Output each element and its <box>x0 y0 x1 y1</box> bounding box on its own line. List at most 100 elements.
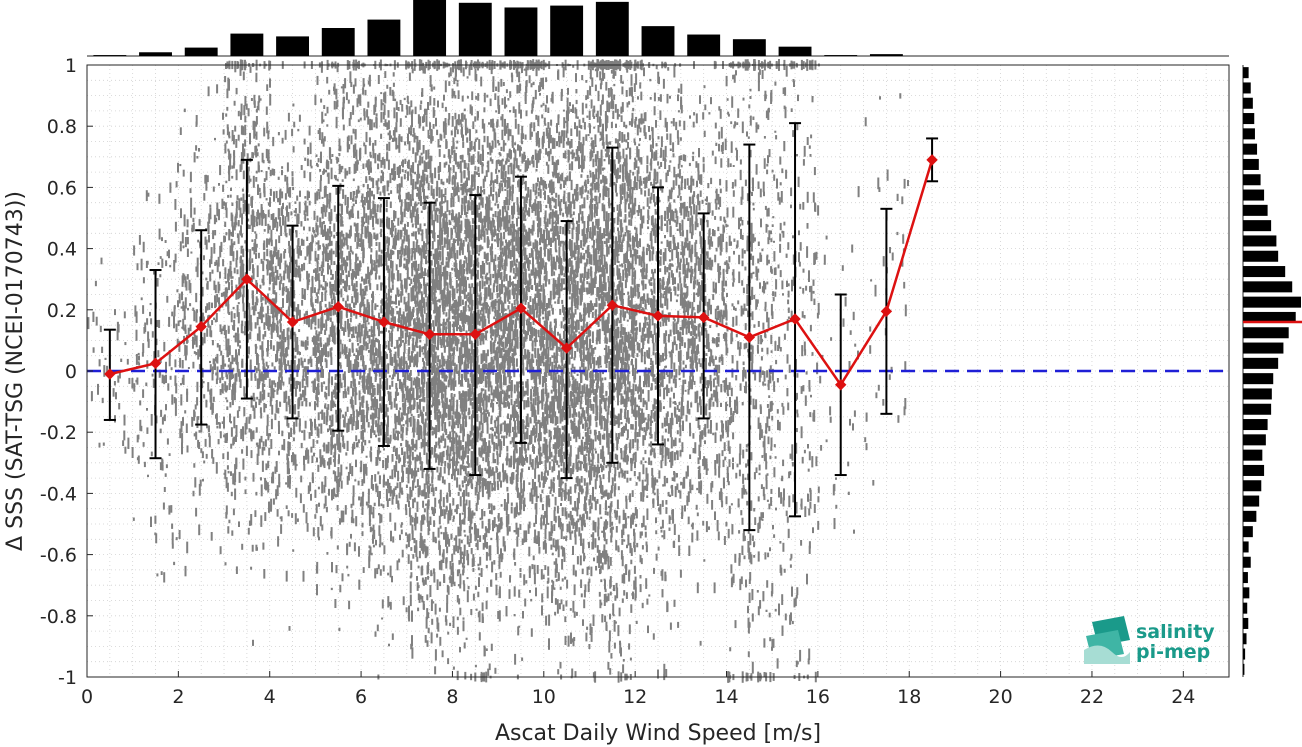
scatter-point <box>273 325 276 330</box>
scatter-point <box>252 210 255 221</box>
scatter-point <box>268 276 271 285</box>
scatter-point <box>395 390 398 394</box>
scatter-point <box>418 173 421 179</box>
scatter-point <box>193 351 196 354</box>
scatter-point <box>443 466 446 474</box>
scatter-point <box>335 213 338 222</box>
scatter-point <box>249 132 251 145</box>
scatter-point <box>349 253 351 260</box>
scatter-point <box>377 564 380 570</box>
scatter-point <box>412 127 415 134</box>
scatter-point <box>219 165 222 176</box>
scatter-point <box>236 354 239 366</box>
scatter-point <box>320 65 323 73</box>
scatter-point <box>302 294 305 299</box>
scatter-point <box>186 248 189 257</box>
scatter-point <box>260 515 263 527</box>
scatter-point <box>173 397 176 404</box>
scatter-point <box>335 240 338 248</box>
scatter-point <box>184 344 187 356</box>
scatter-point <box>244 124 247 136</box>
scatter-point <box>427 442 430 448</box>
scatter-point <box>316 440 319 444</box>
scatter-point <box>303 170 306 179</box>
scatter-point <box>392 245 395 249</box>
scatter-point <box>287 447 290 457</box>
scatter-point <box>194 477 197 488</box>
scatter-point <box>441 509 444 516</box>
scatter-point <box>303 378 306 381</box>
scatter-point <box>328 236 331 247</box>
scatter-point <box>277 381 279 391</box>
scatter-point <box>332 432 335 436</box>
scatter-point <box>354 359 357 370</box>
scatter-point <box>443 360 445 366</box>
scatter-point <box>193 433 196 437</box>
scatter-point <box>252 120 255 130</box>
scatter-point <box>340 464 343 476</box>
scatter-point <box>357 232 360 242</box>
scatter-point <box>229 361 232 372</box>
scatter-point <box>445 261 448 268</box>
top-histogram-bar <box>824 55 858 56</box>
scatter-point <box>401 104 404 112</box>
scatter-point <box>249 414 252 420</box>
scatter-point <box>311 234 314 244</box>
right-histogram-bar <box>1243 311 1296 323</box>
scatter-point <box>442 311 445 315</box>
scatter-point <box>452 498 455 506</box>
scatter-point <box>422 579 425 586</box>
scatter-point <box>368 137 371 146</box>
scatter-point <box>419 457 422 465</box>
scatter-point <box>286 416 289 427</box>
scatter-point <box>254 145 257 156</box>
scatter-point <box>396 482 399 489</box>
scatter-point <box>358 546 360 557</box>
scatter-point <box>311 277 314 281</box>
scatter-point <box>228 229 231 241</box>
scatter-point <box>361 223 364 235</box>
scatter-point <box>317 189 320 192</box>
scatter-point <box>332 389 335 395</box>
scatter-point <box>310 165 313 169</box>
scatter-point <box>442 193 445 198</box>
scatter-point <box>319 355 322 363</box>
scatter-point <box>381 542 384 546</box>
scatter-point <box>447 586 450 595</box>
scatter-point <box>378 152 381 162</box>
scatter-point <box>268 260 271 271</box>
scatter-point <box>359 368 362 378</box>
scatter-point <box>223 416 225 429</box>
scatter-point <box>399 407 402 410</box>
scatter-point <box>326 552 329 555</box>
scatter-point <box>452 431 455 441</box>
scatter-point <box>375 434 377 438</box>
scatter-point <box>343 371 346 384</box>
scatter-point <box>350 326 353 332</box>
scatter-point <box>355 459 357 468</box>
scatter-point <box>443 336 445 348</box>
scatter-point <box>184 329 187 334</box>
scatter-point <box>364 144 367 155</box>
scatter-point <box>375 483 378 493</box>
scatter-point <box>352 105 355 115</box>
scatter-point <box>346 136 349 147</box>
scatter-point <box>375 113 378 117</box>
scatter-point <box>201 271 204 275</box>
scatter-point <box>420 261 423 271</box>
scatter-point <box>205 453 208 459</box>
scatter-point <box>433 204 436 212</box>
scatter-point <box>429 483 432 486</box>
scatter-point <box>422 352 425 355</box>
scatter-point <box>365 176 368 182</box>
scatter-point <box>233 388 236 401</box>
scatter-point <box>442 218 445 229</box>
scatter-point <box>427 129 430 138</box>
scatter-point <box>373 353 376 363</box>
scatter-point <box>397 250 400 259</box>
scatter-point <box>292 248 295 261</box>
scatter-point <box>412 179 415 190</box>
scatter-point <box>238 409 241 412</box>
scatter-point <box>414 485 417 488</box>
scatter-point <box>98 359 101 367</box>
